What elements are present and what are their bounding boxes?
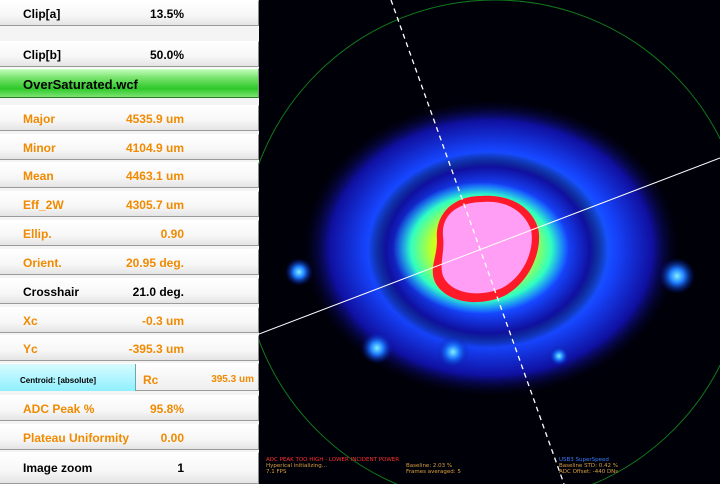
status-adc-offset: ADC Offset: -440 DNs xyxy=(559,469,619,475)
clip-a-value: 13.5% xyxy=(149,7,184,21)
ellip-value: 0.90 xyxy=(160,227,184,241)
crosshair-value: 21.0 deg. xyxy=(132,285,184,299)
minor-label: Minor xyxy=(23,141,56,155)
centroid-mode-label: Centroid: [absolute] xyxy=(20,376,96,385)
status-frames: Frames averaged: 5 xyxy=(406,469,461,475)
file-name-row[interactable]: OverSaturated.wcf xyxy=(0,68,259,98)
status-warning: ADC PEAK TOO HIGH - LOWER INCIDENT POWER xyxy=(266,457,400,463)
minor-row[interactable]: Minor 4104.9 um xyxy=(0,134,259,160)
major-row[interactable]: Major 4535.9 um xyxy=(0,105,259,131)
clip-b-label: Clip[b] xyxy=(23,48,61,62)
xc-row[interactable]: Xc -0.3 um xyxy=(0,307,259,333)
file-name: OverSaturated.wcf xyxy=(23,77,138,92)
status-connection: USB3 SuperSpeed xyxy=(559,457,609,463)
results-panel: Clip[a] 13.5% Clip[b] 50.0% OverSaturate… xyxy=(0,0,259,484)
eff-2w-value: 4305.7 um xyxy=(125,198,184,212)
orient-value: 20.95 deg. xyxy=(125,256,184,270)
ellip-row[interactable]: Ellip. 0.90 xyxy=(0,220,259,246)
status-baseline-std: Baseline STD: 0.42 % xyxy=(559,463,618,469)
status-baseline: Baseline: 2.03 % xyxy=(406,463,453,469)
mean-row[interactable]: Mean 4463.1 um xyxy=(0,162,259,188)
crosshair-line-horizontal xyxy=(259,157,720,335)
mean-label: Mean xyxy=(23,169,54,183)
status-fps: 7.1 FPS xyxy=(266,469,287,475)
crosshair-label: Crosshair xyxy=(23,285,80,299)
image-zoom-label: Image zoom xyxy=(23,461,93,475)
clip-a-label: Clip[a] xyxy=(23,7,61,21)
status-init: Hyperical initializing... xyxy=(266,463,328,469)
adc-peak-row[interactable]: ADC Peak % 95.8% xyxy=(0,395,259,421)
yc-row[interactable]: Yc -395.3 um xyxy=(0,335,259,361)
crosshair-row[interactable]: Crosshair 21.0 deg. xyxy=(0,278,259,304)
plateau-value: 0.00 xyxy=(160,431,184,445)
eff-2w-row[interactable]: Eff_2W 4305.7 um xyxy=(0,191,259,217)
xc-label: Xc xyxy=(23,314,38,328)
clip-a-row[interactable]: Clip[a] 13.5% xyxy=(0,0,259,26)
beam-profile-image xyxy=(259,0,720,484)
centroid-mode-button[interactable]: Centroid: [absolute] xyxy=(0,364,136,391)
plateau-label: Plateau Uniformity xyxy=(23,431,130,445)
clip-b-row[interactable]: Clip[b] 50.0% xyxy=(0,41,259,67)
major-value: 4535.9 um xyxy=(125,112,184,126)
centroid-row[interactable]: Centroid: [absolute] Rc 395.3 um xyxy=(0,363,259,391)
major-label: Major xyxy=(23,112,56,126)
adc-peak-label: ADC Peak % xyxy=(23,402,95,416)
crosshair-line-vertical xyxy=(390,0,565,484)
ellip-label: Ellip. xyxy=(23,227,52,241)
plateau-row[interactable]: Plateau Uniformity 0.00 xyxy=(0,424,259,450)
xc-value: -0.3 um xyxy=(141,314,184,328)
rc-label: Rc xyxy=(143,373,159,387)
image-zoom-row[interactable]: Image zoom 1 xyxy=(0,452,259,484)
mean-value: 4463.1 um xyxy=(125,169,184,183)
yc-label: Yc xyxy=(23,342,38,356)
eff-2w-label: Eff_2W xyxy=(23,198,64,212)
adc-peak-value: 95.8% xyxy=(149,402,184,416)
image-zoom-value: 1 xyxy=(177,461,184,475)
orient-row[interactable]: Orient. 20.95 deg. xyxy=(0,249,259,275)
minor-value: 4104.9 um xyxy=(125,141,184,155)
rc-value: 395.3 um xyxy=(211,374,254,385)
clip-b-value: 50.0% xyxy=(149,48,184,62)
status-bar: ADC PEAK TOO HIGH - LOWER INCIDENT POWER… xyxy=(259,455,720,484)
beam-image-view[interactable] xyxy=(259,0,720,484)
orient-label: Orient. xyxy=(23,256,62,270)
yc-value: -395.3 um xyxy=(128,342,184,356)
